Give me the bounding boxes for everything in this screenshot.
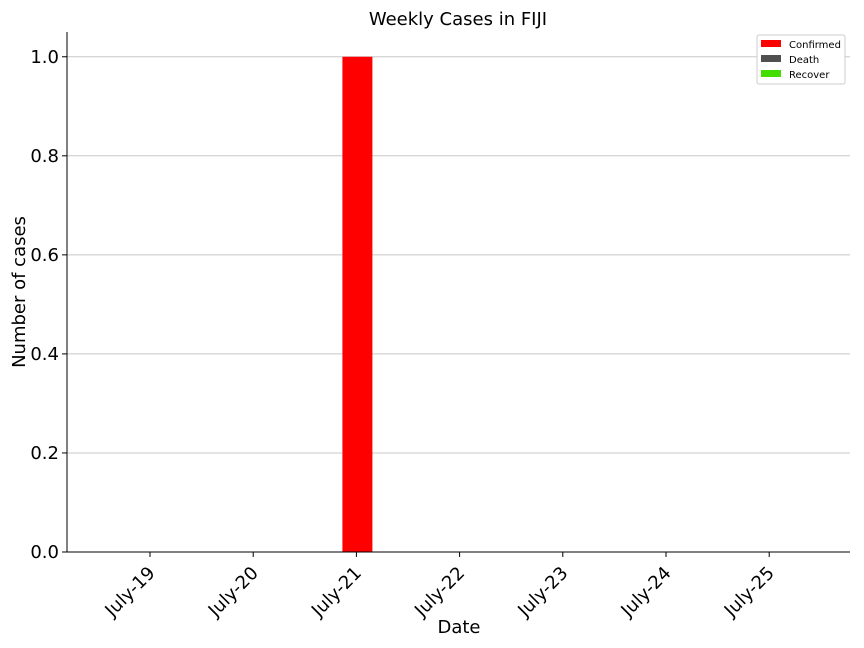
y-tick-label-1: 0.2 bbox=[30, 443, 59, 464]
x-tick-label-1: July-20 bbox=[204, 563, 263, 622]
legend-swatch-death bbox=[761, 55, 781, 62]
y-tick-label-5: 1.0 bbox=[30, 47, 59, 68]
bar-confirmed-july-21 bbox=[342, 56, 373, 553]
grid-lines bbox=[67, 56, 850, 454]
x-tick-label-5: July-24 bbox=[617, 563, 676, 622]
y-tick-label-0: 0.0 bbox=[30, 542, 59, 563]
legend-label-recover: Recover bbox=[789, 70, 830, 81]
bar-group bbox=[342, 56, 373, 553]
x-tick-label-0: July-19 bbox=[101, 563, 160, 622]
y-tick-label-3: 0.6 bbox=[30, 245, 59, 266]
x-tick-label-6: July-25 bbox=[720, 563, 779, 622]
y-tick-label-4: 0.8 bbox=[30, 146, 59, 167]
x-axis-label: Date bbox=[437, 617, 480, 638]
legend-label-confirmed: Confirmed bbox=[789, 40, 841, 51]
legend-swatch-recover bbox=[761, 70, 781, 77]
x-ticks: July-19 July-20 July-21 July-22 July-23 July-… bbox=[101, 552, 779, 622]
chart-title: Weekly Cases in FIJI bbox=[369, 9, 547, 30]
legend-swatch-confirmed bbox=[761, 40, 781, 47]
x-tick-label-2: July-21 bbox=[307, 563, 366, 622]
legend-label-death: Death bbox=[789, 55, 819, 66]
legend: Confirmed Death Recover bbox=[756, 34, 846, 85]
y-ticks: 0.0 0.2 0.4 0.6 0.8 1.0 bbox=[30, 47, 67, 563]
x-tick-label-4: July-23 bbox=[513, 563, 572, 622]
y-tick-label-2: 0.4 bbox=[30, 344, 59, 365]
x-tick-label-3: July-22 bbox=[410, 563, 469, 622]
y-axis-label: Number of cases bbox=[9, 216, 30, 368]
